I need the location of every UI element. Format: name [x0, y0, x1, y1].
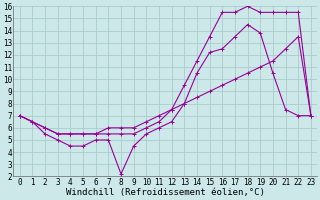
X-axis label: Windchill (Refroidissement éolien,°C): Windchill (Refroidissement éolien,°C) [66, 188, 265, 197]
